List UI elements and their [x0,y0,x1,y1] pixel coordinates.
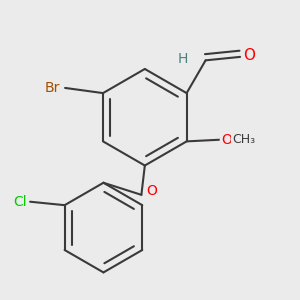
Text: O: O [146,184,157,198]
Text: Cl: Cl [13,195,27,209]
Text: CH₃: CH₃ [232,133,255,146]
Text: O: O [221,133,232,147]
Text: H: H [178,52,188,66]
Text: O: O [243,48,255,63]
Text: Br: Br [44,81,60,95]
